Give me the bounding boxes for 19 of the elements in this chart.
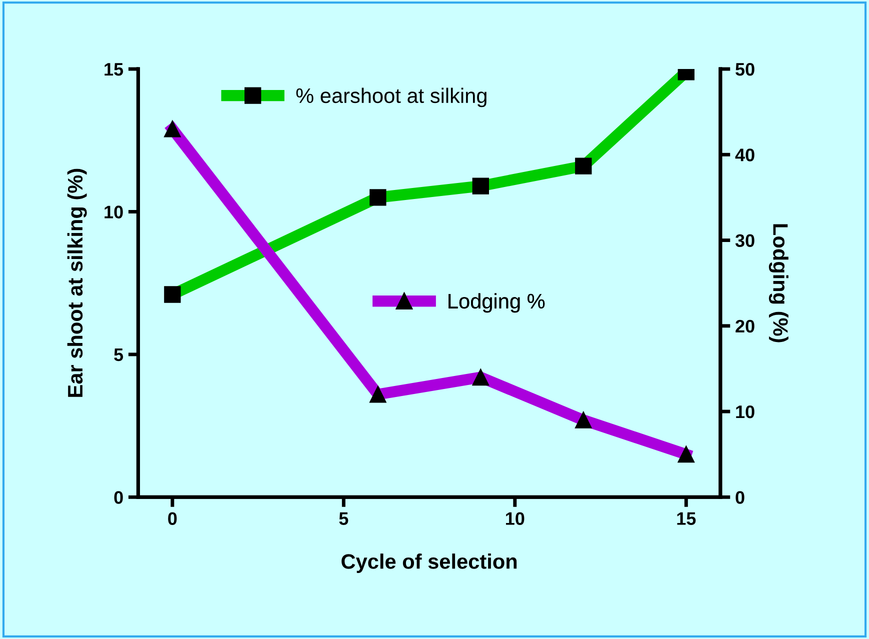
y-tick-label: 5 <box>114 348 124 362</box>
y2-tick-label: 0 <box>736 491 744 504</box>
y-tick-label: 15 <box>104 63 124 76</box>
y2-tick-label: 30 <box>735 234 754 248</box>
x-tick-label: 5 <box>339 512 348 525</box>
y2-tick-label: 20 <box>736 320 754 333</box>
y-tick-label: 10 <box>104 206 123 218</box>
legend-label: % earshoot at silking <box>296 88 486 108</box>
y2-tick-label: 50 <box>736 62 754 76</box>
y2-tick-label: 10 <box>736 405 754 418</box>
y2-tick-label: 40 <box>735 148 754 162</box>
legend-label: Lodging % <box>448 293 545 313</box>
x-tick-label: 15 <box>677 512 696 525</box>
y-axis-title: Ear shoot at silking (%) <box>67 168 87 397</box>
y-tick-label: 0 <box>114 491 123 504</box>
x-tick-label: 0 <box>168 512 177 525</box>
x-axis-title: Cycle of selection <box>342 554 517 573</box>
y2-axis-title: Lodging (%) <box>768 224 788 342</box>
x-tick-label: 10 <box>506 512 524 525</box>
